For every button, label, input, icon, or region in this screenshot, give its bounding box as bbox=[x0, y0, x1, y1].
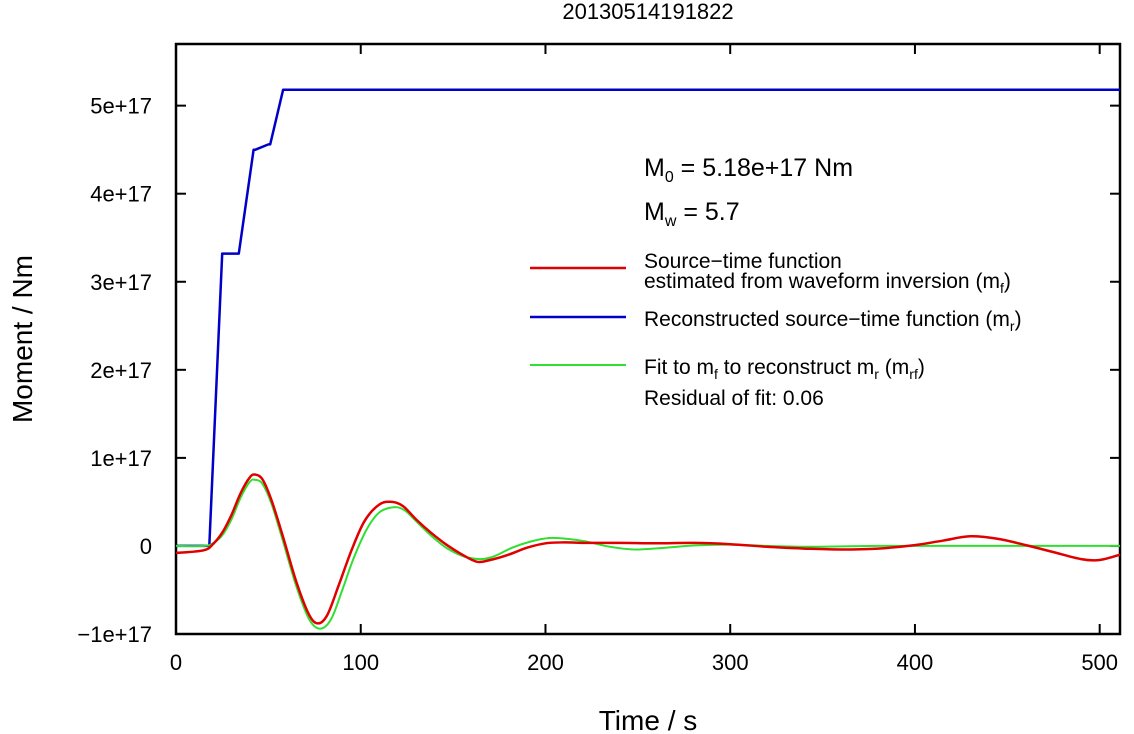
x-tick-label: 0 bbox=[170, 650, 182, 675]
y-axis-title: Moment / Nm bbox=[7, 255, 38, 423]
series-line-mf bbox=[175, 473, 1121, 625]
x-tick-labels: 0 100 200 300 400 500 bbox=[170, 650, 1118, 675]
y-tick-labels: −1e+17 0 1e+17 2e+17 3e+17 4e+17 5e+17 bbox=[77, 94, 152, 647]
x-axis-title: Time / s bbox=[599, 705, 698, 734]
chart-title: 20130514191822 bbox=[562, 0, 733, 24]
y-tick-label: 3e+17 bbox=[90, 270, 152, 295]
residual-annotation: Residual of fit: 0.06 bbox=[644, 387, 824, 410]
mw-annotation: Mw = 5.7 bbox=[644, 198, 740, 230]
legend-label-mr: Reconstructed source−time function (mr) bbox=[644, 308, 1022, 334]
y-tick-label: 2e+17 bbox=[90, 358, 152, 383]
series-line-mr bbox=[176, 88, 1120, 548]
y-tick-label: 0 bbox=[140, 534, 152, 559]
x-tick-label: 400 bbox=[897, 650, 934, 675]
y-tick-label: 1e+17 bbox=[90, 446, 152, 471]
legend-label-mf-line1: Source−time function bbox=[644, 250, 842, 273]
y-tick-label: 4e+17 bbox=[90, 182, 152, 207]
series-layer bbox=[175, 88, 1121, 630]
x-tick-label: 300 bbox=[712, 650, 749, 675]
x-tick-label: 100 bbox=[342, 650, 379, 675]
m0-annotation: M0 = 5.18e+17 Nm bbox=[644, 154, 853, 186]
y-tick-label: −1e+17 bbox=[77, 622, 152, 647]
x-tick-label: 200 bbox=[527, 650, 564, 675]
legend-label-mrf: Fit to mf to reconstruct mr (mrf) bbox=[644, 356, 925, 382]
axis-ticks bbox=[175, 44, 1120, 635]
legend-label-mf-line2: estimated from waveform inversion (mf) bbox=[644, 270, 1011, 296]
plot-frame bbox=[174, 42, 1122, 636]
legend: Source−time function estimated from wave… bbox=[530, 250, 1022, 382]
y-tick-label: 5e+17 bbox=[90, 94, 152, 119]
x-tick-label: 500 bbox=[1081, 650, 1118, 675]
series-line-mrf bbox=[175, 478, 1120, 630]
